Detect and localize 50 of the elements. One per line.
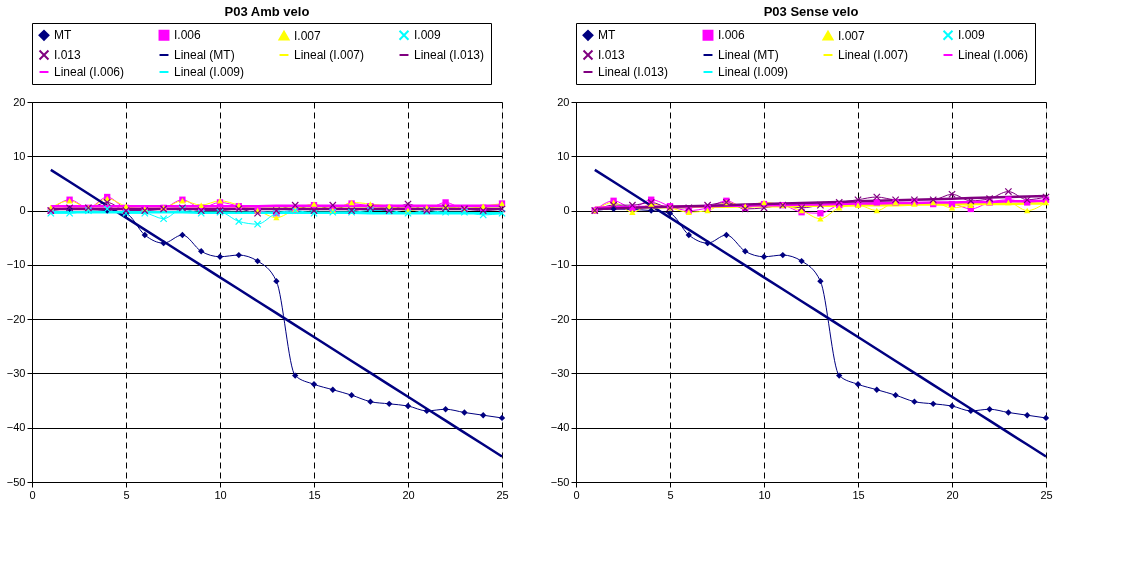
y-tick-label: −20: [550, 312, 570, 325]
y-tick-label: 0: [563, 204, 570, 217]
legend-label: Lineal (I.006): [54, 65, 125, 79]
x-tick-label: 10: [758, 488, 771, 501]
chart-title: P03 Sense velo: [763, 3, 859, 19]
legend-label: I.006: [174, 28, 202, 43]
x-tick-label: 20: [946, 488, 959, 501]
legend-label: Lineal (I.007): [294, 48, 365, 62]
legend-label: Lineal (I.009): [174, 65, 245, 79]
legend-label: I.007: [294, 28, 322, 43]
x-tick-label: 5: [667, 488, 674, 501]
legend-label: Lineal (I.007): [838, 48, 909, 62]
y-tick-label: −10: [550, 258, 570, 271]
y-tick-label: −10: [6, 258, 26, 271]
x-tick-label: 25: [496, 488, 509, 501]
chart-title: P03 Amb velo: [224, 3, 310, 19]
y-tick-label: 20: [557, 95, 570, 108]
x-tick-label: 10: [214, 488, 227, 501]
x-tick-label: 20: [402, 488, 415, 501]
legend-label: I.009: [414, 28, 442, 43]
x-tick-label: 0: [29, 488, 36, 501]
y-tick-label: −30: [6, 366, 26, 379]
y-tick-label: 10: [13, 149, 26, 162]
legend-label: Lineal (I.006): [958, 48, 1029, 62]
y-tick-label: −30: [550, 366, 570, 379]
y-tick-label: −50: [6, 475, 26, 488]
x-tick-label: 15: [852, 488, 865, 501]
y-tick-label: 0: [19, 204, 26, 217]
x-tick-label: 15: [308, 488, 321, 501]
x-tick-label: 5: [123, 488, 130, 501]
legend-label: I.013: [598, 48, 626, 62]
legend-label: Lineal (I.013): [598, 65, 669, 79]
x-tick-label: 0: [573, 488, 580, 501]
legend-label: I.007: [838, 28, 866, 43]
x-tick-label: 25: [1040, 488, 1053, 501]
legend-label: I.013: [54, 48, 82, 62]
y-tick-label: 10: [557, 149, 570, 162]
y-tick-label: 20: [13, 95, 26, 108]
y-tick-label: −20: [6, 312, 26, 325]
y-tick-label: −50: [550, 475, 570, 488]
legend-label: I.009: [958, 28, 986, 43]
legend-label: Lineal (MT): [718, 48, 779, 62]
legend-label: MT: [598, 28, 616, 43]
legend-label: I.006: [718, 28, 746, 43]
legend-label: Lineal (MT): [174, 48, 235, 62]
y-tick-label: −40: [6, 421, 26, 434]
y-tick-label: −40: [550, 421, 570, 434]
legend-label: MT: [54, 28, 72, 43]
legend-label: Lineal (I.013): [414, 48, 485, 62]
legend-label: Lineal (I.009): [718, 65, 789, 79]
